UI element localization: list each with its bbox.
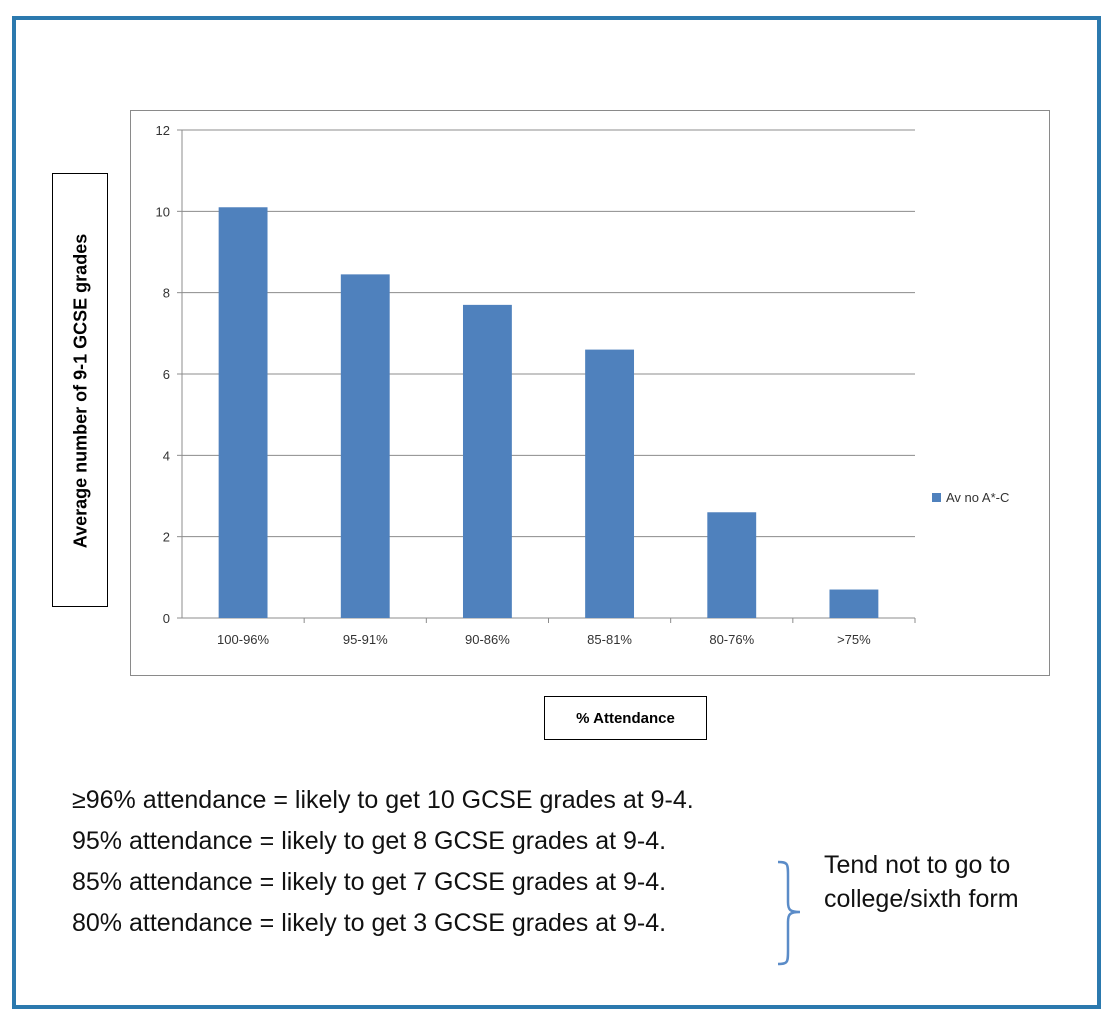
outer-frame [12,16,1101,1009]
curly-bracket-icon [777,860,801,966]
bar [829,589,879,618]
y-axis-label-box: Average number of 9-1 GCSE grades [52,173,108,607]
legend-label: Av no A*-C [946,490,1009,505]
side-note: Tend not to go to college/sixth form [824,851,1019,913]
attendance-notes: ≥96% attendance = likely to get 10 GCSE … [72,780,694,944]
note-line: 95% attendance = likely to get 8 GCSE gr… [72,827,667,855]
x-tick-label: 90-86% [465,632,510,647]
x-tick-label: 100-96% [217,632,269,647]
y-tick-label: 10 [156,204,170,219]
chart-area [130,110,1050,676]
y-tick-label: 4 [163,448,170,463]
x-axis-label: % Attendance [576,709,675,727]
note-line: ≥96% attendance = likely to get 10 GCSE … [72,786,694,814]
note-line: 85% attendance = likely to get 7 GCSE gr… [72,868,667,896]
x-tick-label: 95-91% [343,632,388,647]
y-tick-label: 6 [163,367,170,382]
note-line: 80% attendance = likely to get 3 GCSE gr… [72,909,667,937]
x-tick-label: >75% [837,632,871,647]
y-tick-label: 0 [163,611,170,626]
bar-chart: 0 2 4 6 8 10 12 100-96% 95-91% 90-86% 85-81% 80-76%… [156,123,1010,647]
x-tick-label: 85-81% [587,632,632,647]
bar [218,207,268,618]
x-axis-label-box: % Attendance [544,696,707,740]
y-tick-label: 12 [156,123,170,138]
bar [462,304,512,618]
y-tick-label: 8 [163,286,170,301]
y-axis-label: Average number of 9-1 GCSE grades [70,233,91,549]
x-tick-label: 80-76% [709,632,754,647]
bar [707,512,757,618]
bar [585,349,635,618]
y-tick-label: 2 [163,530,170,545]
legend-swatch [932,493,941,502]
bar [340,274,390,618]
